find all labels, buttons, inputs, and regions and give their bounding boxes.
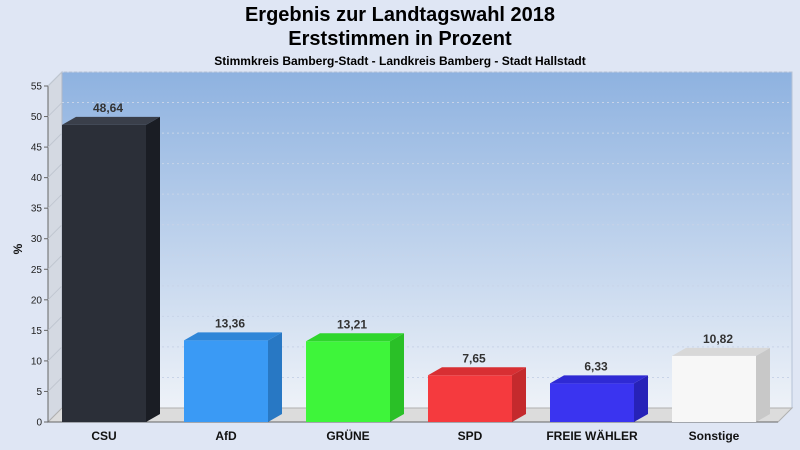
y-tick-label: 5 <box>36 387 42 398</box>
side-wall <box>47 70 63 424</box>
y-tick-label: 25 <box>31 265 43 276</box>
y-tick-label: 15 <box>31 326 43 337</box>
y-tick-label: 55 <box>31 82 43 93</box>
bar-freie-w-hler <box>550 375 648 422</box>
bar-top <box>672 347 770 356</box>
bar-front <box>672 355 756 422</box>
chart-caption: Stimmkreis Bamberg-Stadt - Landkreis Bam… <box>214 54 586 68</box>
x-tick-label: FREIE WÄHLER <box>546 428 638 443</box>
bar-side <box>268 332 282 422</box>
x-tick-label: AfD <box>215 429 237 443</box>
x-tick-label: Sonstige <box>689 429 740 443</box>
bar-top <box>184 332 282 341</box>
bar-sonstige <box>672 347 770 422</box>
grid-line <box>47 377 63 392</box>
bar-side <box>756 347 770 422</box>
grid-line <box>47 316 63 331</box>
bar-front <box>184 340 268 422</box>
bar-side <box>634 375 648 422</box>
y-axis-label: % <box>11 243 25 254</box>
value-label: 13,36 <box>215 316 245 330</box>
value-label: 6,33 <box>584 359 608 373</box>
bar-gr-ne <box>306 333 404 422</box>
bar-top <box>550 375 648 384</box>
bar-front <box>550 383 634 422</box>
grid-line <box>47 102 63 117</box>
bar-top <box>62 116 160 125</box>
y-tick-label: 10 <box>31 356 43 367</box>
bar-top <box>306 333 404 342</box>
grid-line <box>47 346 63 362</box>
chart-subtitle: Erststimmen in Prozent <box>288 28 512 50</box>
bar-front <box>428 375 512 422</box>
y-tick-label: 45 <box>31 143 43 154</box>
y-tick-label: 0 <box>36 418 42 429</box>
value-label: 13,21 <box>337 317 367 331</box>
x-tick-label: GRÜNE <box>326 428 369 443</box>
grid-line <box>47 71 63 87</box>
grid-line <box>47 193 63 209</box>
grid-line <box>47 132 63 148</box>
plot-background <box>61 71 793 409</box>
bar-top <box>428 367 526 376</box>
x-tick-label: SPD <box>458 429 483 443</box>
bar-afd <box>184 332 282 422</box>
bar-front <box>62 124 146 422</box>
grid-line <box>47 254 63 270</box>
bar-front <box>306 341 390 422</box>
grid-line <box>47 163 63 178</box>
bar-csu <box>62 116 160 422</box>
grid-line <box>47 285 63 301</box>
bar-side <box>512 367 526 422</box>
y-tick-label: 40 <box>31 173 43 184</box>
x-tick-label: CSU <box>91 429 116 443</box>
y-tick-label: 30 <box>31 234 43 245</box>
grid-line <box>47 224 63 240</box>
bar-side <box>146 116 160 422</box>
value-label: 48,64 <box>93 101 123 115</box>
value-label: 10,82 <box>703 332 733 346</box>
bar-side <box>390 333 404 422</box>
y-tick-label: 35 <box>31 204 43 215</box>
bar-spd <box>428 367 526 422</box>
chart-title: Ergebnis zur Landtagswahl 2018 <box>244 4 556 26</box>
y-tick-label: 50 <box>31 112 43 123</box>
value-label: 7,65 <box>462 351 486 365</box>
y-tick-label: 20 <box>31 295 43 306</box>
